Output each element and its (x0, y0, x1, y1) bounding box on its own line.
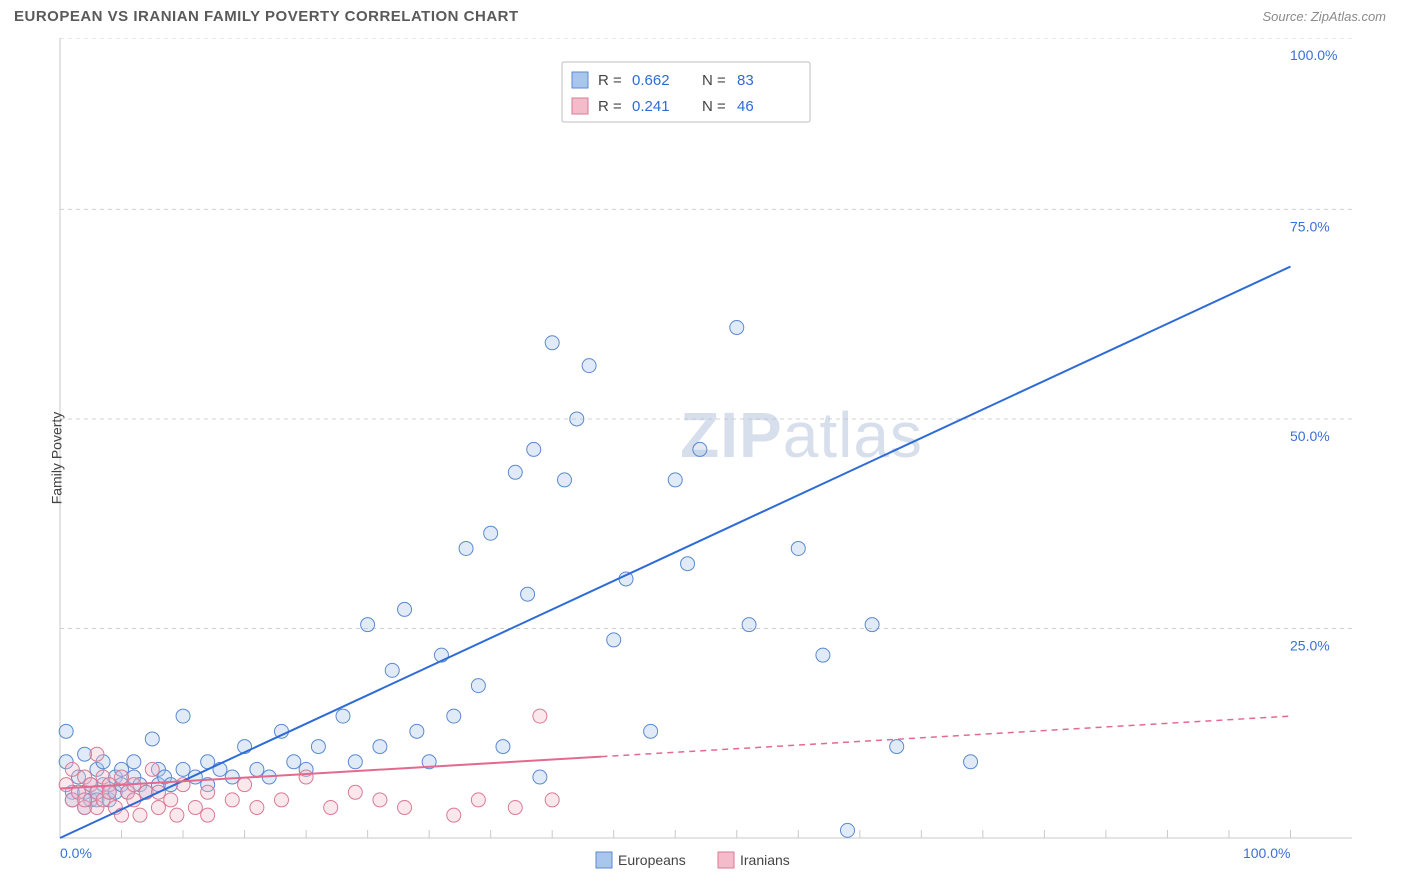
data-point (145, 762, 159, 776)
data-point (324, 801, 338, 815)
legend-n-label: N = (702, 72, 726, 89)
trend-line-dashed (601, 716, 1290, 757)
data-point (373, 793, 387, 807)
data-point (459, 541, 473, 555)
data-point (681, 557, 695, 571)
watermark: ZIPatlas (680, 399, 923, 471)
data-point (151, 801, 165, 815)
data-point (115, 770, 129, 784)
plot-container: Family Poverty ZIPatlas 0.0% 100.0% 25.0% 50… (14, 38, 1392, 878)
x-tick-label: 100.0% (1243, 845, 1290, 861)
data-point (484, 526, 498, 540)
data-point (527, 442, 541, 456)
data-point (471, 793, 485, 807)
legend-n-label: N = (702, 98, 726, 115)
data-point (447, 709, 461, 723)
data-point (410, 724, 424, 738)
data-point (274, 793, 288, 807)
data-point (65, 762, 79, 776)
data-point (225, 793, 239, 807)
data-point (582, 359, 596, 373)
data-point (336, 709, 350, 723)
data-point (890, 740, 904, 754)
data-point (841, 823, 855, 837)
data-point (311, 740, 325, 754)
data-point (533, 770, 547, 784)
data-point (644, 724, 658, 738)
data-point (59, 724, 73, 738)
data-point (816, 648, 830, 662)
y-tick-label: 50.0% (1290, 428, 1330, 444)
data-point (471, 679, 485, 693)
legend-swatch (718, 852, 734, 868)
data-point (964, 755, 978, 769)
data-point (164, 793, 178, 807)
data-point (398, 602, 412, 616)
legend-r-value: 0.241 (632, 98, 670, 115)
scatter-chart: ZIPatlas 0.0% 100.0% 25.0% 50.0% 75.0% 100.0% R… (14, 38, 1392, 878)
data-point (607, 633, 621, 647)
data-point (127, 755, 141, 769)
data-point (447, 808, 461, 822)
data-point (250, 801, 264, 815)
data-point (348, 755, 362, 769)
legend-n-value: 46 (737, 98, 754, 115)
data-point (361, 618, 375, 632)
data-point (791, 541, 805, 555)
data-point (693, 442, 707, 456)
legend-series-label: Iranians (740, 852, 790, 868)
legend-series-label: Europeans (618, 852, 686, 868)
data-point (373, 740, 387, 754)
data-point (398, 801, 412, 815)
data-point (287, 755, 301, 769)
data-point (90, 747, 104, 761)
y-tick-label: 25.0% (1290, 637, 1330, 653)
data-point (348, 785, 362, 799)
trend-line (60, 267, 1290, 838)
data-point (102, 785, 116, 799)
data-point (225, 770, 239, 784)
data-point (865, 618, 879, 632)
data-point (299, 770, 313, 784)
data-point (78, 793, 92, 807)
data-point (570, 412, 584, 426)
chart-title: EUROPEAN VS IRANIAN FAMILY POVERTY CORRE… (14, 8, 519, 25)
data-point (59, 778, 73, 792)
data-point (188, 801, 202, 815)
data-point (668, 473, 682, 487)
legend-r-value: 0.662 (632, 72, 670, 89)
data-point (170, 808, 184, 822)
data-point (533, 709, 547, 723)
data-point (557, 473, 571, 487)
y-tick-label: 75.0% (1290, 218, 1330, 234)
data-point (238, 778, 252, 792)
data-point (508, 465, 522, 479)
y-axis-label: Family Poverty (48, 412, 64, 505)
legend-swatch (596, 852, 612, 868)
x-tick-label: 0.0% (60, 845, 92, 861)
legend-r-label: R = (598, 98, 622, 115)
data-point (250, 762, 264, 776)
data-point (730, 321, 744, 335)
header: EUROPEAN VS IRANIAN FAMILY POVERTY CORRE… (0, 0, 1406, 31)
data-point (521, 587, 535, 601)
data-point (545, 336, 559, 350)
y-tick-label: 100.0% (1290, 47, 1337, 63)
data-point (201, 785, 215, 799)
legend-n-value: 83 (737, 72, 754, 89)
data-point (145, 732, 159, 746)
data-point (201, 808, 215, 822)
data-point (133, 808, 147, 822)
data-point (176, 709, 190, 723)
legend-swatch (572, 98, 588, 114)
data-point (742, 618, 756, 632)
data-point (176, 762, 190, 776)
data-point (496, 740, 510, 754)
data-point (385, 663, 399, 677)
legend-r-label: R = (598, 72, 622, 89)
data-point (545, 793, 559, 807)
source-label: Source: ZipAtlas.com (1262, 9, 1386, 24)
legend-swatch (572, 72, 588, 88)
data-point (508, 801, 522, 815)
